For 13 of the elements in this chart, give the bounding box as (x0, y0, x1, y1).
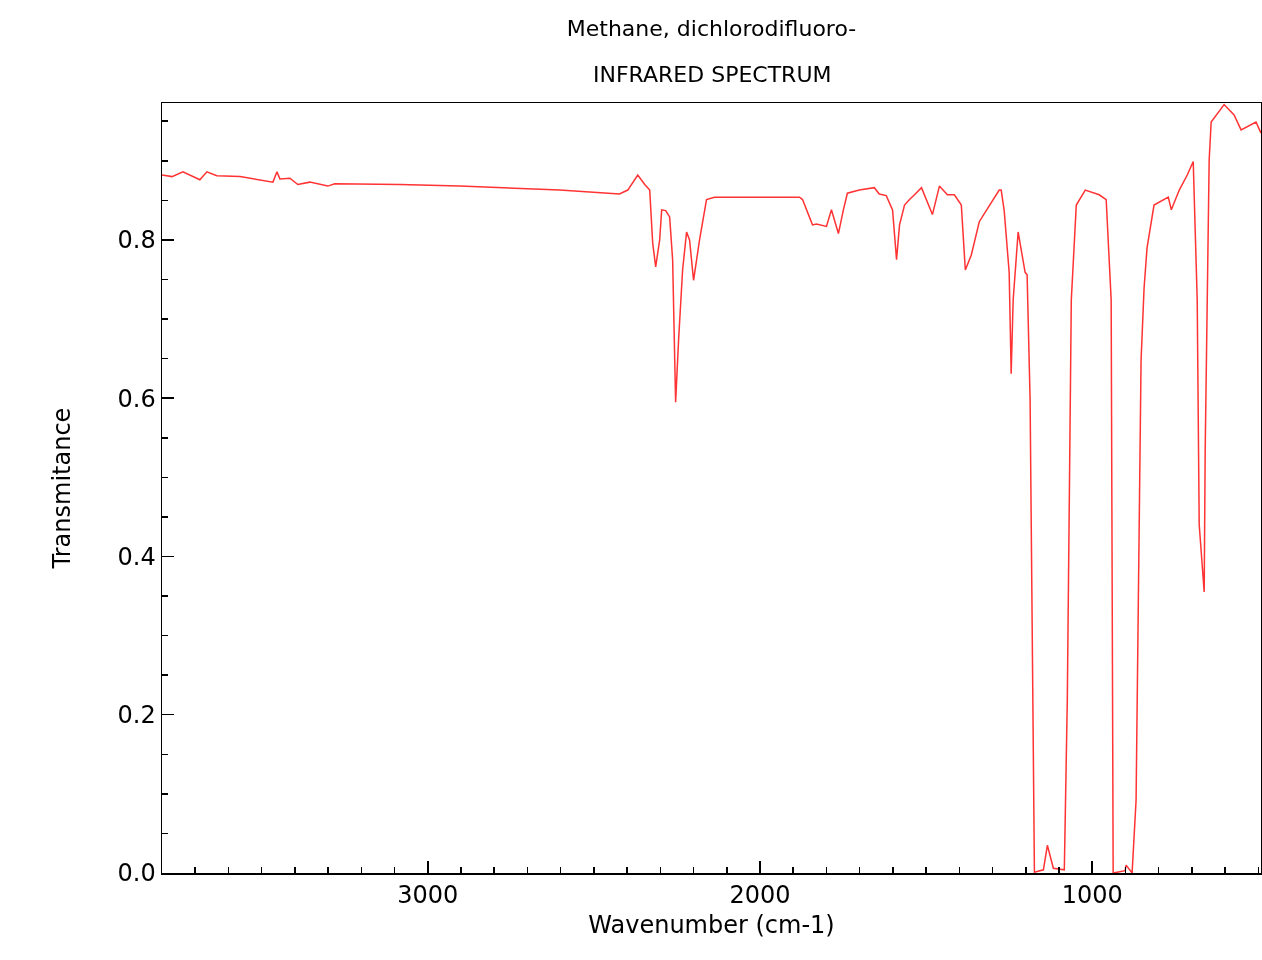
chart-subtitle: INFRARED SPECTRUM (593, 62, 832, 87)
x-tick-label: 3000 (397, 881, 459, 910)
x-tick-label: 1000 (1061, 881, 1123, 910)
y-axis-title: Transmitance (47, 407, 76, 570)
x-axis-title: Wavenumber (cm-1) (588, 911, 835, 940)
y-tick-label: 0.2 (117, 701, 156, 730)
y-tick-label: 0.4 (117, 542, 156, 571)
y-tick-label: 0.6 (117, 384, 156, 413)
line-series (162, 103, 1261, 873)
chart-title: Methane, dichlorodifluoro- (566, 15, 857, 41)
x-tick-label: 2000 (729, 881, 791, 910)
y-tick-label: 0.8 (117, 226, 156, 255)
y-tick-label: 0.0 (117, 859, 156, 888)
